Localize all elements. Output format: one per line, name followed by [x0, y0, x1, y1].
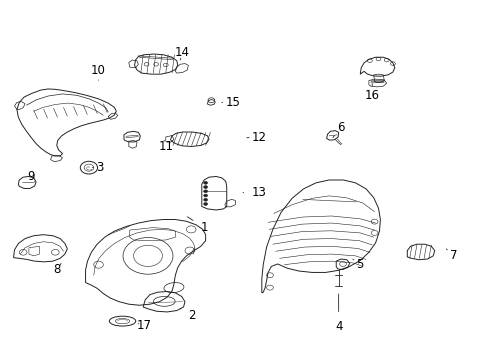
Text: 8: 8 [53, 264, 61, 276]
Text: 10: 10 [91, 64, 106, 80]
Text: 1: 1 [187, 217, 208, 234]
Text: 17: 17 [137, 319, 152, 332]
Circle shape [204, 181, 208, 184]
Circle shape [204, 186, 208, 189]
Circle shape [204, 190, 208, 193]
Circle shape [204, 203, 208, 206]
Circle shape [204, 194, 208, 197]
Text: 15: 15 [222, 96, 241, 109]
Text: 6: 6 [333, 121, 345, 138]
Text: 3: 3 [92, 161, 104, 174]
Text: 14: 14 [175, 46, 190, 60]
Text: 7: 7 [446, 249, 458, 262]
Text: 4: 4 [335, 294, 343, 333]
Text: 13: 13 [243, 186, 267, 199]
Text: 16: 16 [365, 84, 380, 102]
Text: 2: 2 [180, 309, 196, 322]
Text: 9: 9 [27, 170, 35, 183]
Circle shape [204, 198, 208, 201]
Text: 5: 5 [353, 258, 364, 271]
Text: 11: 11 [158, 140, 173, 153]
Text: 12: 12 [247, 131, 267, 144]
